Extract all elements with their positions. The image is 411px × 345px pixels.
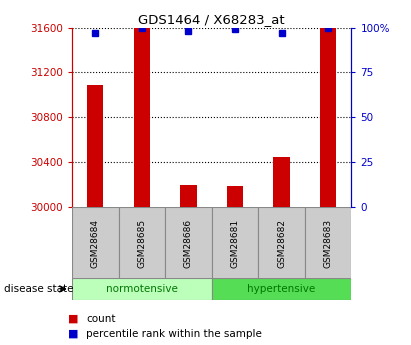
Bar (258, 207, 305, 279)
Bar (227, 186, 243, 207)
Text: GSM28683: GSM28683 (323, 219, 332, 268)
Text: GSM28685: GSM28685 (137, 219, 146, 268)
Bar (87, 85, 103, 207)
Text: GSM28686: GSM28686 (184, 219, 193, 268)
Bar (134, 28, 150, 207)
Bar (212, 207, 258, 279)
Bar (320, 28, 336, 207)
Text: ■: ■ (68, 329, 79, 339)
Text: GSM28684: GSM28684 (91, 219, 100, 268)
Text: normotensive: normotensive (106, 284, 178, 294)
Bar (72, 278, 212, 300)
Bar (165, 207, 212, 279)
Bar (180, 185, 196, 207)
Text: percentile rank within the sample: percentile rank within the sample (86, 329, 262, 339)
Bar (305, 207, 351, 279)
Text: disease state: disease state (4, 284, 74, 294)
Text: GSM28681: GSM28681 (231, 219, 240, 268)
Text: count: count (86, 314, 116, 324)
Text: ■: ■ (68, 314, 79, 324)
Bar (212, 278, 351, 300)
Bar (118, 207, 165, 279)
Bar (273, 157, 290, 207)
Text: hypertensive: hypertensive (247, 284, 316, 294)
Title: GDS1464 / X68283_at: GDS1464 / X68283_at (139, 13, 285, 27)
Bar (72, 207, 118, 279)
Text: GSM28682: GSM28682 (277, 219, 286, 268)
